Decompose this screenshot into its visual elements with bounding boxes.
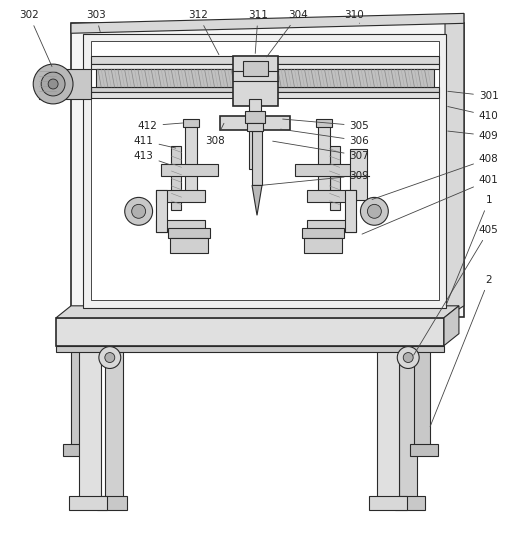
Bar [91,87,439,92]
Bar [249,99,261,168]
Circle shape [41,72,65,96]
Text: 405: 405 [414,225,499,355]
Bar [369,496,407,510]
Bar [399,345,417,500]
Text: 307: 307 [272,141,369,161]
Bar [71,307,86,448]
Bar [344,191,356,232]
Bar [318,121,330,200]
Circle shape [398,346,419,369]
Bar [243,61,268,76]
Bar [156,220,205,232]
Bar [307,220,356,232]
Bar [330,146,340,210]
Text: 411: 411 [134,136,176,148]
Text: 310: 310 [344,10,364,23]
Bar [71,23,464,317]
Bar [302,228,343,238]
Text: 2: 2 [430,275,492,427]
Text: 302: 302 [19,10,52,67]
Text: 305: 305 [283,119,369,131]
Bar [245,111,265,123]
Text: 303: 303 [86,10,106,31]
Bar [39,69,91,99]
Bar [295,163,353,175]
Text: 309: 309 [263,171,369,185]
Bar [316,119,332,127]
Bar [414,307,430,448]
Bar [171,146,181,210]
Text: 306: 306 [281,129,369,146]
Bar [247,123,263,131]
Bar [170,238,208,253]
Bar [69,496,107,510]
Text: 413: 413 [134,150,170,165]
Bar [377,345,399,500]
Circle shape [105,352,115,363]
Bar [350,149,367,200]
Text: 312: 312 [189,10,219,55]
Circle shape [48,79,58,89]
Bar [91,92,439,98]
Bar [56,345,444,351]
Bar [63,444,91,456]
Bar [233,56,278,106]
Circle shape [367,204,381,218]
Circle shape [132,204,145,218]
Bar [91,56,439,64]
Text: 301: 301 [448,91,499,101]
Bar [156,191,205,203]
Polygon shape [56,306,459,318]
Circle shape [403,352,413,363]
Bar [156,191,167,232]
Polygon shape [71,14,464,33]
Bar [97,496,127,510]
Circle shape [361,198,388,225]
Bar [185,121,197,200]
Circle shape [33,64,73,104]
Bar [395,496,425,510]
Bar [183,119,200,127]
Bar [307,191,356,203]
Bar [91,41,439,300]
Bar [96,69,434,87]
Text: 401: 401 [362,175,499,234]
Bar [79,345,101,500]
Bar [91,64,439,69]
Text: 412: 412 [138,121,183,131]
Bar [105,345,123,500]
Bar [160,163,218,175]
Text: 308: 308 [205,123,225,146]
Polygon shape [252,186,262,216]
Text: 1: 1 [446,195,492,305]
Circle shape [125,198,153,225]
Polygon shape [444,306,459,345]
Text: 408: 408 [372,154,499,199]
Polygon shape [445,14,464,318]
Bar [168,228,210,238]
Bar [304,238,342,253]
Bar [410,444,438,456]
Text: 304: 304 [267,10,308,57]
Circle shape [99,346,121,369]
Text: 410: 410 [448,106,499,121]
Bar [56,318,444,345]
Bar [220,116,290,130]
Text: 311: 311 [248,10,268,53]
Bar [252,131,262,186]
Text: 409: 409 [448,131,499,141]
Bar [83,34,446,308]
